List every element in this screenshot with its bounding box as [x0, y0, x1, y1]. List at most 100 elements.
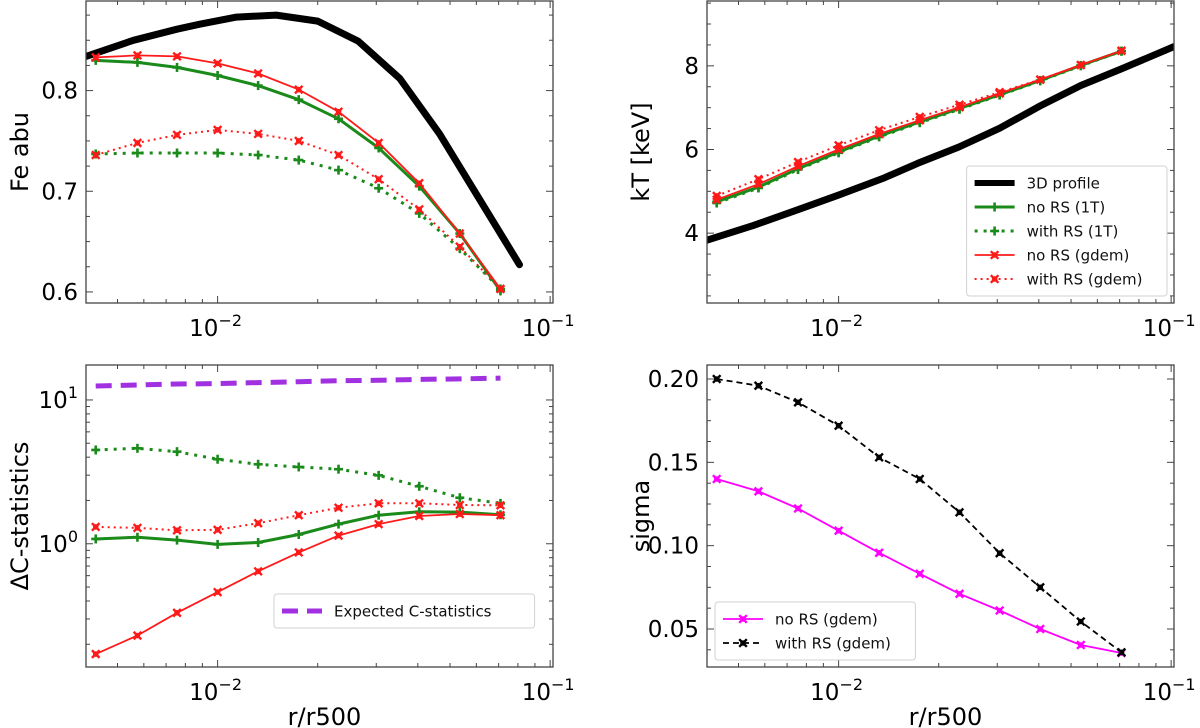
y-tick-label: 100 — [39, 527, 78, 558]
data-point — [374, 183, 384, 193]
data-point — [253, 566, 263, 576]
legend-item: with RS (gdem) — [723, 635, 891, 653]
data-point — [212, 525, 223, 535]
data-point — [915, 569, 925, 579]
plot-area — [707, 43, 1174, 244]
series-with-rs-1t — [91, 443, 505, 508]
data-point — [495, 500, 506, 510]
y-tick-label: 6 — [684, 137, 699, 163]
data-point — [995, 605, 1005, 616]
data-point — [455, 241, 465, 252]
data-point — [1035, 74, 1045, 85]
data-point — [753, 486, 764, 496]
data-point — [212, 125, 223, 135]
series-with-rs-1t — [91, 148, 505, 294]
data-point — [1076, 640, 1086, 650]
y-tick-label: 0.15 — [648, 450, 699, 476]
legend-marker — [990, 226, 1000, 236]
data-point — [294, 529, 304, 539]
legend-marker — [738, 638, 748, 648]
x-axis-label: r/r500 — [288, 703, 362, 728]
legend: 3D profile no RS (1T) with RS (1T) no RS (g… — [966, 165, 1168, 297]
data-point — [954, 507, 965, 517]
data-point — [91, 522, 101, 532]
data-point — [915, 474, 925, 484]
y-tick-label: 101 — [39, 383, 78, 414]
y-axis-label: kT [keV] — [627, 102, 655, 201]
data-point — [213, 454, 223, 464]
legend-item: no RS (1T) — [974, 199, 1105, 217]
data-point — [374, 519, 384, 529]
data-point — [253, 81, 263, 91]
data-point — [253, 518, 263, 528]
data-point — [1035, 582, 1045, 592]
data-point — [793, 397, 803, 407]
data-point — [414, 481, 424, 491]
data-point — [374, 138, 384, 148]
data-point — [712, 474, 722, 484]
data-point — [334, 114, 344, 124]
data-point — [294, 547, 304, 558]
series-with-rs-gdem — [91, 125, 506, 294]
series-with-rs-gdem — [712, 374, 1127, 657]
legend-label: 3D profile — [1027, 175, 1100, 193]
data-point — [91, 150, 101, 160]
series-line — [95, 151, 502, 290]
y-tick-label: 0.6 — [41, 280, 78, 306]
legend-label: with RS (1T) — [1027, 223, 1119, 241]
x-tick-label: 10−1 — [1143, 675, 1196, 706]
data-point — [132, 138, 143, 148]
data-point — [253, 150, 263, 160]
legend-label: Expected C-statistics — [334, 603, 492, 621]
y-axis-label: sigma — [627, 480, 655, 553]
x-axis-label: r/r500 — [909, 703, 983, 728]
panel-bottom-right: 10−2 10−1 0.05 0.10 0.15 0.20 sigma r/r500 no RS… — [627, 364, 1196, 728]
series-line — [707, 43, 1174, 244]
data-point — [915, 112, 925, 122]
x-tick-label: 10−1 — [522, 675, 575, 706]
y-axis-label: Fe abu — [6, 112, 34, 192]
legend-marker — [989, 250, 1000, 260]
data-point — [333, 530, 344, 541]
data-point — [91, 445, 101, 455]
data-point — [833, 140, 844, 150]
legend-marker — [738, 614, 748, 624]
data-point — [172, 51, 182, 62]
data-point — [954, 100, 965, 110]
data-point — [874, 548, 884, 558]
legend-box — [966, 165, 1168, 297]
data-point — [253, 459, 263, 469]
legend-item: no RS (gdem) — [723, 611, 878, 629]
y-axis-label: ΔC-statistics — [6, 442, 34, 591]
legend-item: no RS (gdem) — [974, 247, 1129, 265]
axes-frame — [85, 364, 554, 668]
legend-box — [714, 601, 916, 661]
data-point — [294, 84, 304, 95]
data-point — [793, 157, 803, 167]
x-tick-label: 10−2 — [189, 675, 242, 706]
legend-marker — [990, 202, 1000, 212]
y-tick-label: 8 — [684, 54, 699, 80]
data-point — [455, 228, 465, 239]
panel-top-left: 10−2 10−1 0.6 0.7 0.8 Fe abu — [6, 0, 575, 342]
minor-ticks — [707, 365, 1174, 667]
data-point — [132, 50, 143, 61]
data-point — [294, 136, 304, 146]
x-tick-label: 10−2 — [189, 311, 242, 342]
legend-marker — [989, 274, 1000, 284]
series-line — [716, 49, 1122, 197]
data-point — [995, 548, 1005, 558]
data-point — [132, 523, 143, 533]
legend: no RS (gdem) with RS (gdem) — [714, 601, 916, 661]
data-point — [1116, 46, 1127, 56]
data-point — [874, 452, 884, 462]
data-point — [172, 535, 182, 545]
data-point — [753, 381, 764, 391]
data-point — [1116, 647, 1127, 657]
y-tick-label: 0.8 — [41, 79, 78, 105]
legend-label: with RS (gdem) — [775, 635, 891, 653]
data-point — [414, 178, 424, 188]
data-point — [213, 539, 223, 549]
series-line — [94, 58, 502, 293]
y-tick-label: 0.10 — [648, 534, 699, 560]
